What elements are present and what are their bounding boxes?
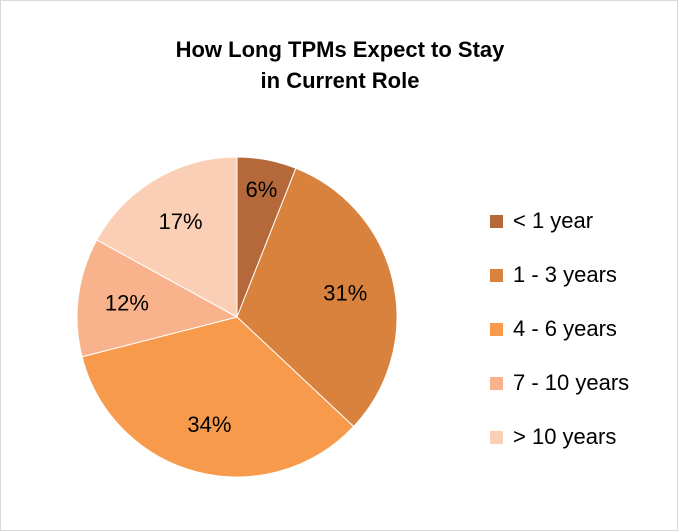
data-label: 12% [105,291,149,316]
chart-title-line-2: in Current Role [260,68,420,93]
data-label: 34% [187,412,231,437]
legend-label: 7 - 10 years [513,370,630,395]
chart-title: How Long TPMs Expect to Stay in Current … [1,34,678,96]
legend-item: < 1 year [490,194,629,248]
pie-slice [76,239,239,358]
legend-swatch [490,268,503,282]
legend: < 1 year 1 - 3 years 4 - 6 years 7 - 10 … [490,194,629,464]
legend-swatch [490,376,503,390]
data-label: 17% [158,209,202,234]
pie-slice [96,156,238,318]
legend-label: 4 - 6 years [513,316,617,341]
legend-item: 1 - 3 years [490,248,629,302]
legend-item: 7 - 10 years [490,356,629,410]
pie-slice [236,167,398,428]
legend-item: > 10 years [490,410,629,464]
pie-slice [81,316,355,478]
legend-label: < 1 year [513,208,594,233]
data-label: 6% [245,177,277,202]
chart-title-line-1: How Long TPMs Expect to Stay [175,37,505,62]
legend-item: 4 - 6 years [490,302,629,356]
legend-swatch [490,430,503,444]
legend-swatch [490,322,503,336]
data-label: 31% [323,280,367,305]
legend-label: > 10 years [513,424,617,449]
legend-label: 1 - 3 years [513,262,617,287]
legend-swatch [490,214,503,228]
